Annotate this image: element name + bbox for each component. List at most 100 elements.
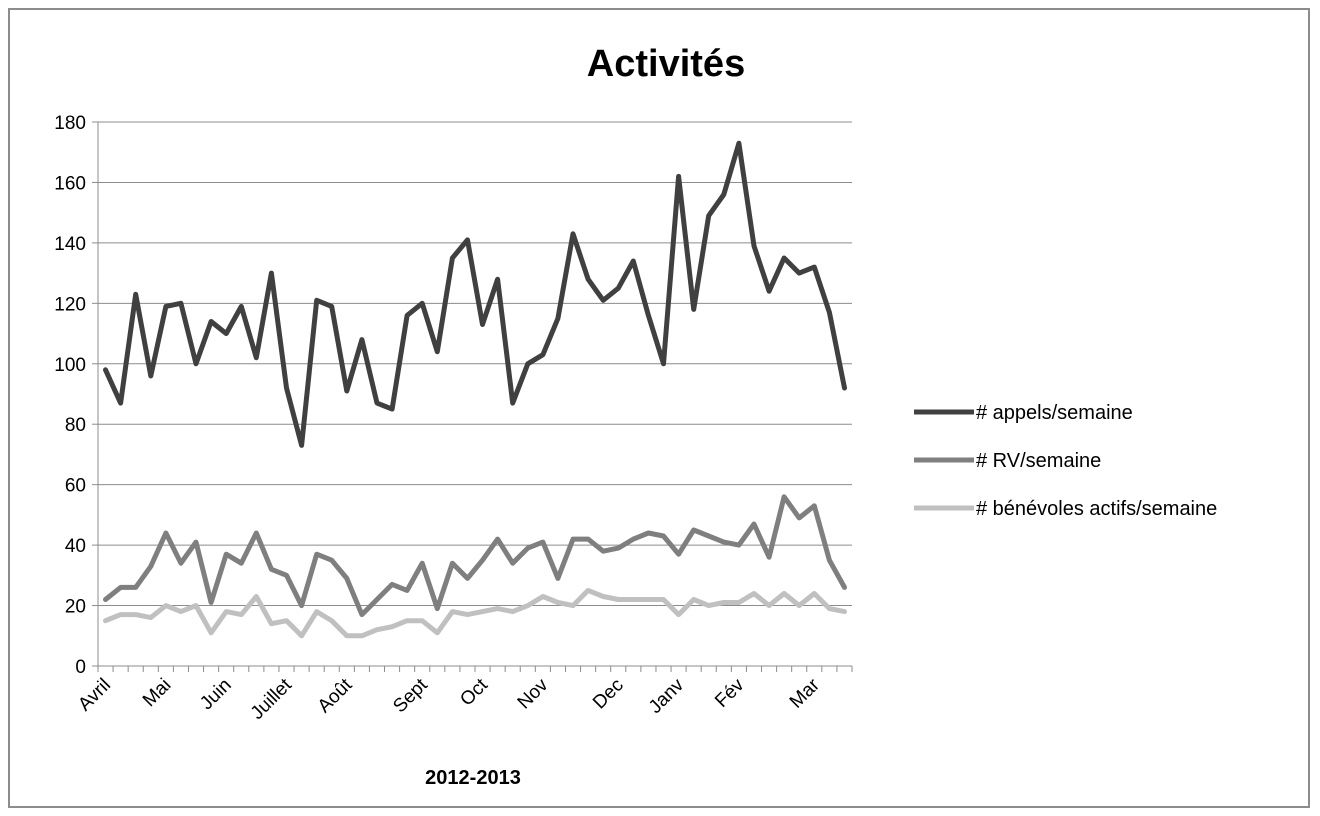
x-tick-label: Août <box>314 674 357 717</box>
data-point <box>315 610 319 614</box>
data-point <box>194 362 198 366</box>
y-tick-label: 60 <box>65 476 86 497</box>
data-point <box>285 386 288 390</box>
data-point <box>782 591 786 595</box>
series-lines <box>103 140 847 639</box>
data-point <box>450 256 454 260</box>
data-point <box>134 585 138 589</box>
data-point <box>435 607 439 611</box>
data-point <box>149 564 153 568</box>
data-point <box>797 516 801 520</box>
data-point <box>722 193 726 197</box>
data-point <box>224 552 228 556</box>
y-tick-label: 80 <box>65 415 86 436</box>
data-point <box>164 531 168 535</box>
y-tick-label: 180 <box>54 113 86 134</box>
data-point <box>767 289 771 293</box>
data-point <box>586 537 590 541</box>
y-tick-label: 0 <box>75 657 86 678</box>
data-point <box>134 292 138 296</box>
data-point <box>420 619 424 623</box>
data-point <box>465 576 469 580</box>
data-point <box>119 613 123 617</box>
x-tick-label: Fév <box>711 674 749 712</box>
data-point <box>571 537 575 541</box>
data-point <box>812 591 816 595</box>
data-point <box>194 540 198 544</box>
data-point <box>375 401 379 405</box>
data-point <box>767 604 771 608</box>
data-point <box>511 610 515 614</box>
data-point <box>194 604 198 608</box>
data-point <box>405 313 409 317</box>
data-point <box>119 401 123 405</box>
data-point <box>556 316 560 320</box>
data-point <box>616 286 620 290</box>
data-point <box>677 552 681 556</box>
data-point <box>104 368 108 372</box>
data-point <box>631 259 635 263</box>
data-point <box>239 613 243 617</box>
data-point <box>269 567 273 571</box>
data-point <box>269 271 273 275</box>
data-point <box>842 585 846 589</box>
data-point <box>496 607 500 611</box>
data-point <box>812 265 816 269</box>
data-point <box>254 356 258 360</box>
data-point <box>692 307 696 311</box>
data-point <box>692 598 696 602</box>
data-point <box>390 407 394 411</box>
data-point <box>827 558 831 562</box>
data-point <box>285 573 288 577</box>
data-point <box>420 561 424 565</box>
data-point <box>300 604 304 608</box>
data-point <box>330 619 334 623</box>
data-point <box>722 601 726 605</box>
data-point <box>601 594 605 598</box>
data-point <box>556 576 560 580</box>
x-tick-labels: Avril Mai Juin Juillet Août Sept Oct Nov Dec Janv… <box>74 674 824 724</box>
x-tick-label: Sept <box>389 674 432 717</box>
data-point <box>631 598 635 602</box>
data-point <box>677 613 681 617</box>
data-point <box>315 552 319 556</box>
data-point <box>481 558 485 562</box>
x-tick-label: Mar <box>786 674 824 712</box>
x-tick-label: Mai <box>139 675 176 712</box>
axes <box>92 121 853 672</box>
data-point <box>164 304 168 308</box>
data-point <box>586 588 590 592</box>
data-point <box>134 613 138 617</box>
data-point <box>164 604 168 608</box>
data-point <box>209 319 213 323</box>
x-tick-label: Janv <box>645 674 689 718</box>
data-point <box>149 374 153 378</box>
data-point <box>405 588 409 592</box>
data-point <box>526 604 530 608</box>
data-point <box>345 576 349 580</box>
data-point <box>782 256 786 260</box>
data-point <box>541 540 545 544</box>
data-point <box>797 271 801 275</box>
data-point <box>104 598 108 602</box>
data-point <box>601 549 605 553</box>
data-point <box>737 543 741 547</box>
data-point <box>677 174 681 178</box>
series-line-2 <box>103 587 847 639</box>
data-point <box>224 332 228 336</box>
data-point <box>511 401 515 405</box>
data-point <box>842 386 846 390</box>
data-point <box>149 616 153 620</box>
data-point <box>239 561 243 565</box>
data-point <box>360 634 364 638</box>
data-point <box>481 322 485 326</box>
y-tick-labels: 0 20 40 60 80 100 120 140 160 180 <box>54 113 86 678</box>
data-point <box>662 362 665 366</box>
data-point <box>300 443 304 447</box>
data-point <box>842 610 846 614</box>
y-tick-label: 20 <box>65 597 86 618</box>
data-point <box>360 338 364 342</box>
data-point <box>345 634 349 638</box>
data-point <box>692 528 696 532</box>
data-point <box>827 310 831 314</box>
